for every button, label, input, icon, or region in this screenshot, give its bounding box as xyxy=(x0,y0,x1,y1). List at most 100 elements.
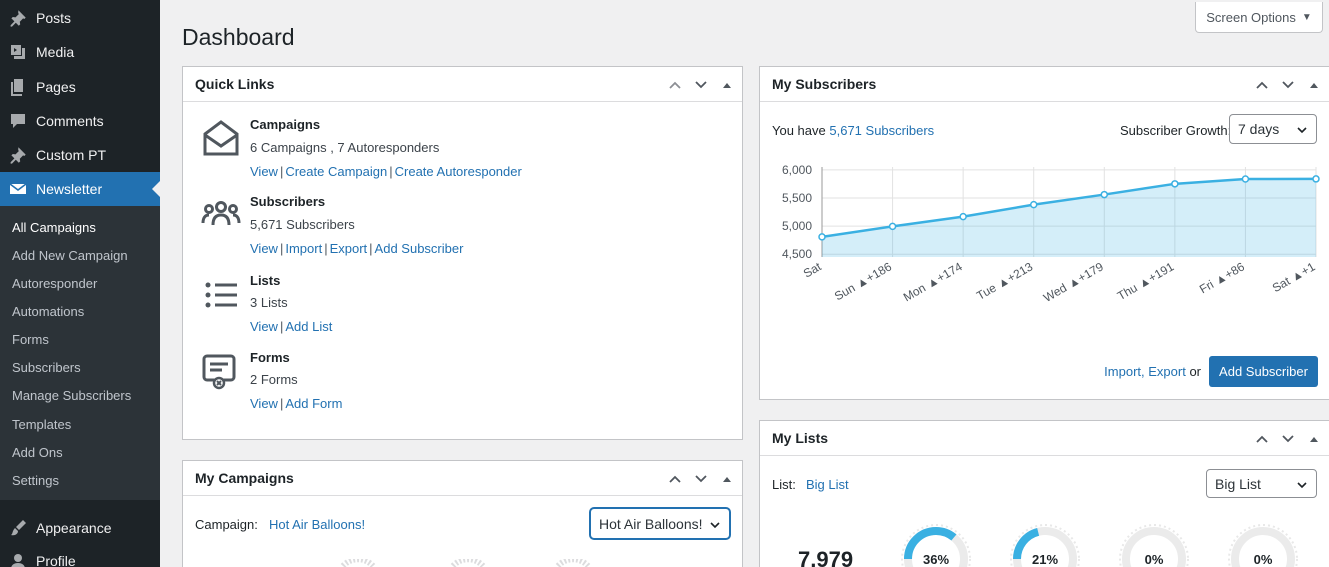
add-form-link[interactable]: Add Form xyxy=(285,396,343,411)
list-link[interactable]: Big List xyxy=(806,477,849,492)
menu-pages[interactable]: Pages xyxy=(0,70,160,104)
collapse-toggle-icon[interactable] xyxy=(720,472,734,486)
data-point xyxy=(1312,175,1320,183)
data-point xyxy=(1171,180,1179,188)
ring-label: 0% xyxy=(1254,552,1273,567)
menu-custom-pt[interactable]: Custom PT xyxy=(0,138,160,172)
move-down-icon[interactable] xyxy=(1281,432,1295,446)
campaign-link[interactable]: Hot Air Balloons! xyxy=(269,517,366,532)
data-point xyxy=(888,222,897,231)
menu-appearance[interactable]: Appearance xyxy=(0,511,160,545)
menu-profile[interactable]: Profile xyxy=(0,544,160,567)
box-header: My Campaigns xyxy=(183,461,742,496)
x-tick-label: Sat ▲+1 xyxy=(1270,259,1318,295)
ring-track xyxy=(1231,527,1295,567)
box-title: Quick Links xyxy=(195,76,275,92)
submenu-settings[interactable]: Settings xyxy=(12,473,59,488)
subscribers-count-link[interactable]: 5,671 Subscribers xyxy=(829,123,935,138)
data-point xyxy=(1100,190,1109,199)
ring-track xyxy=(1122,527,1186,567)
menu-comments[interactable]: Comments xyxy=(0,104,160,138)
move-down-icon[interactable] xyxy=(694,472,708,486)
submenu-add-ons[interactable]: Add Ons xyxy=(12,445,63,460)
x-tick-label: Wed ▲+179 xyxy=(1041,259,1106,305)
ql-title: Forms xyxy=(250,350,290,365)
move-up-icon[interactable] xyxy=(1255,432,1269,446)
my-campaigns-box: My Campaigns Campaign: Hot Air Balloons!… xyxy=(182,460,743,567)
import-link[interactable]: Import xyxy=(285,241,323,256)
submenu-all-campaigns[interactable]: All Campaigns xyxy=(12,220,96,235)
submenu-forms[interactable]: Forms xyxy=(12,332,49,347)
you-have-text: You have xyxy=(772,123,826,138)
view-forms-link[interactable]: View xyxy=(250,396,278,411)
ql-count: 3 Lists xyxy=(250,295,288,310)
x-tick-label: Tue ▲+213 xyxy=(974,259,1035,303)
ql-count: 5,671 Subscribers xyxy=(250,217,355,232)
chevron-down-icon xyxy=(1297,127,1307,134)
create-campaign-link[interactable]: Create Campaign xyxy=(285,164,388,179)
y-tick-label: 5,000 xyxy=(782,219,812,233)
list-select[interactable]: Big List xyxy=(1206,469,1317,498)
ql-links: View | Add List xyxy=(250,319,333,334)
view-campaigns-link[interactable]: View xyxy=(250,164,278,179)
add-subscriber-button[interactable]: Add Subscriber xyxy=(1209,356,1318,387)
y-tick-label: 4,500 xyxy=(782,247,812,261)
ql-title: Campaigns xyxy=(250,117,321,132)
screen-options-button[interactable]: Screen Options ▼ xyxy=(1195,2,1323,33)
ring-label: 21% xyxy=(1032,552,1058,567)
move-up-icon[interactable] xyxy=(668,78,682,92)
move-up-icon[interactable] xyxy=(668,472,682,486)
pin-icon xyxy=(0,145,36,165)
series-area xyxy=(822,178,1316,257)
import-export-link[interactable]: Import, Export xyxy=(1104,364,1186,379)
collapse-toggle-icon[interactable] xyxy=(1307,78,1321,92)
add-list-link[interactable]: Add List xyxy=(285,319,333,334)
box-header: My Subscribers xyxy=(760,67,1329,102)
list-icon xyxy=(201,275,241,315)
collapse-toggle-icon[interactable] xyxy=(1307,432,1321,446)
view-lists-link[interactable]: View xyxy=(250,319,278,334)
submenu-autoresponder[interactable]: Autoresponder xyxy=(12,276,98,291)
collapse-toggle-icon[interactable] xyxy=(720,78,734,92)
data-point xyxy=(1241,175,1250,183)
campaign-select[interactable]: Hot Air Balloons! xyxy=(590,508,730,539)
subscriber-summary: You have 5,671 Subscribers xyxy=(772,123,934,138)
ql-title: Lists xyxy=(250,273,281,288)
move-up-icon[interactable] xyxy=(1255,78,1269,92)
my-subscribers-box: My Subscribers You have 5,671 Subscriber… xyxy=(759,66,1329,400)
add-subscriber-link[interactable]: Add Subscriber xyxy=(374,241,464,256)
list-label: List: xyxy=(772,477,796,492)
create-autoresponder-link[interactable]: Create Autoresponder xyxy=(394,164,522,179)
submenu-subscribers[interactable]: Subscribers xyxy=(12,360,81,375)
menu-label: Profile xyxy=(36,553,76,567)
menu-media[interactable]: Media xyxy=(0,35,160,69)
menu-label: Newsletter xyxy=(36,181,103,197)
admin-sidebar: Posts Media Pages Comments Custom PT New… xyxy=(0,0,160,567)
submenu-automations[interactable]: Automations xyxy=(12,304,85,319)
user-icon xyxy=(0,551,36,567)
pin-icon xyxy=(0,8,36,28)
or-text: or xyxy=(1189,364,1201,379)
envelope-icon xyxy=(0,179,36,199)
ring-outer xyxy=(1010,524,1080,567)
chevron-down-icon xyxy=(1297,482,1307,489)
view-subscribers-link[interactable]: View xyxy=(250,241,278,256)
data-point xyxy=(959,212,967,221)
series-line xyxy=(821,177,1317,239)
menu-label: Media xyxy=(36,44,75,60)
ql-links: View | Import | Export | Add Subscriber xyxy=(250,241,464,256)
move-down-icon[interactable] xyxy=(694,78,708,92)
list-stat-rings: 36% 21% 0% 0% xyxy=(901,524,1298,567)
growth-period-select[interactable]: 7 days xyxy=(1229,114,1317,144)
page-title: Dashboard xyxy=(182,24,295,50)
submenu-add-new-campaign[interactable]: Add New Campaign xyxy=(12,248,128,263)
media-icon xyxy=(0,42,36,62)
submenu-manage-subscribers[interactable]: Manage Subscribers xyxy=(12,388,132,403)
menu-newsletter[interactable]: Newsletter xyxy=(0,172,160,206)
brush-icon xyxy=(0,518,36,538)
move-down-icon[interactable] xyxy=(1281,78,1295,92)
submenu-templates[interactable]: Templates xyxy=(12,417,72,432)
export-link[interactable]: Export xyxy=(329,241,368,256)
menu-posts[interactable]: Posts xyxy=(0,1,160,35)
menu-label: Posts xyxy=(36,10,72,26)
